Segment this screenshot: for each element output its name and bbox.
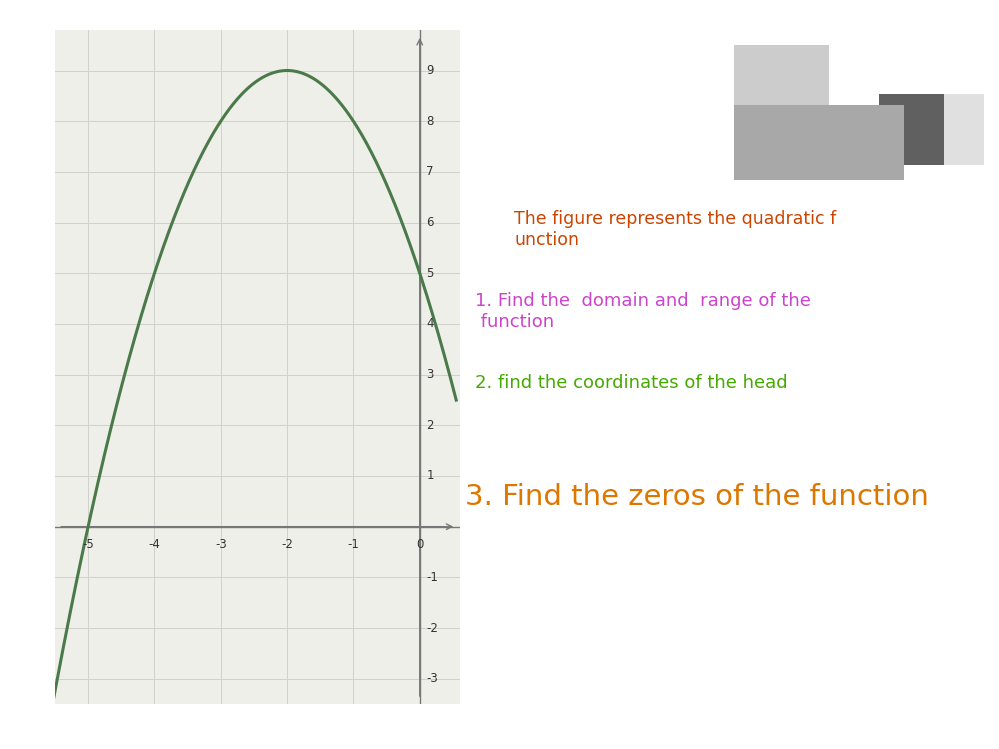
Text: 0: 0 — [416, 538, 424, 551]
Text: 1. Find the  domain and  range of the
 function: 1. Find the domain and range of the func… — [475, 292, 810, 331]
Text: 7: 7 — [427, 166, 434, 178]
Text: 4: 4 — [427, 318, 434, 330]
Bar — [879, 94, 944, 165]
Text: -3: -3 — [215, 538, 227, 551]
Text: -4: -4 — [149, 538, 161, 551]
Bar — [734, 45, 829, 105]
Text: -2: -2 — [281, 538, 293, 551]
Bar — [734, 105, 904, 180]
Text: 9: 9 — [427, 64, 434, 77]
Bar — [734, 45, 829, 180]
Text: The figure represents the quadratic f
unction: The figure represents the quadratic f un… — [514, 210, 837, 249]
Text: 8: 8 — [427, 115, 434, 127]
Text: 1: 1 — [427, 470, 434, 482]
Text: -3: -3 — [427, 672, 439, 685]
Text: 5: 5 — [427, 267, 434, 279]
Text: -2: -2 — [427, 622, 439, 634]
Bar — [944, 94, 984, 165]
Text: -1: -1 — [427, 571, 439, 584]
Text: 2: 2 — [427, 419, 434, 431]
Text: 3. Find the zeros of the function: 3. Find the zeros of the function — [465, 483, 928, 511]
Text: -1: -1 — [348, 538, 360, 551]
Text: -5: -5 — [82, 538, 94, 551]
Text: 6: 6 — [427, 216, 434, 229]
Text: 2. find the coordinates of the head: 2. find the coordinates of the head — [475, 374, 787, 392]
Text: 3: 3 — [427, 368, 434, 381]
